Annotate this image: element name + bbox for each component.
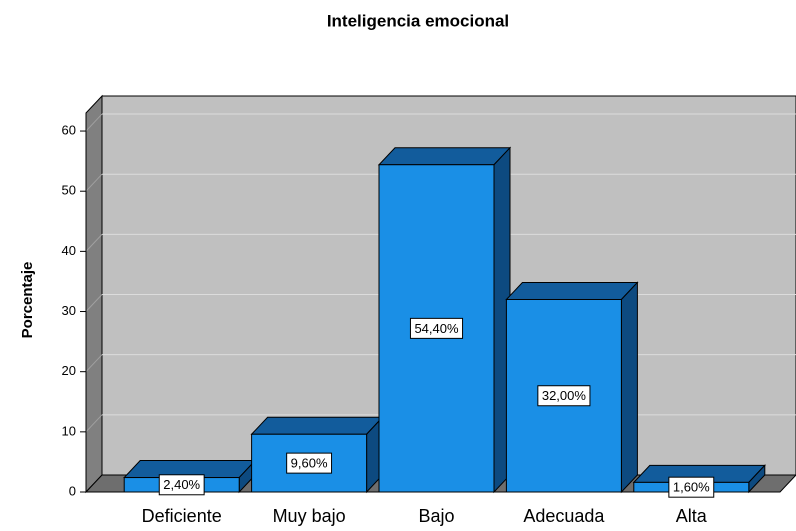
x-tick-label: Deficiente (142, 506, 222, 526)
data-label: 2,40% (163, 477, 200, 492)
bar-side (620, 281, 638, 494)
x-tick-label: Adecuada (523, 506, 605, 526)
data-label-box (537, 385, 591, 407)
bar-top (377, 147, 512, 166)
grid-line-side (85, 354, 103, 373)
y-tick-label: 10 (62, 423, 76, 438)
y-tick-label: 40 (62, 243, 76, 258)
data-label: 1,60% (673, 480, 710, 495)
grid-line-side (85, 414, 103, 433)
y-tick-label: 20 (62, 363, 76, 378)
grid-line-side (85, 173, 103, 192)
data-label-group: 2,40% (158, 474, 205, 496)
chart-title: Inteligencia emocional (327, 11, 509, 30)
data-label-box (286, 452, 333, 474)
data-label: 32,00% (542, 388, 587, 403)
y-tick-label: 60 (62, 122, 76, 137)
y-tick-label: 50 (62, 183, 76, 198)
data-label-box (158, 474, 205, 496)
data-label-group: 32,00% (537, 385, 591, 407)
data-label: 9,60% (291, 456, 328, 471)
x-tick-label: Bajo (418, 506, 454, 526)
data-label: 54,40% (414, 321, 459, 336)
data-label-group: 9,60% (286, 452, 333, 474)
data-label-group: 54,40% (409, 317, 464, 339)
x-tick-label: Muy bajo (273, 506, 346, 526)
grid-line-side (85, 113, 103, 132)
bar-top (505, 281, 639, 300)
y-tick-label: 30 (62, 303, 76, 318)
grid-line-side (85, 294, 103, 312)
data-label-box (668, 476, 715, 498)
grid-line-side (85, 234, 103, 252)
side-wall (85, 94, 103, 494)
y-tick-label: 0 (69, 483, 76, 498)
y-axis-label: Porcentaje (19, 262, 36, 339)
data-label-group: 1,60% (668, 476, 715, 498)
bar-top (250, 416, 384, 435)
x-tick-label: Alta (676, 506, 708, 526)
data-label-box (409, 317, 464, 339)
